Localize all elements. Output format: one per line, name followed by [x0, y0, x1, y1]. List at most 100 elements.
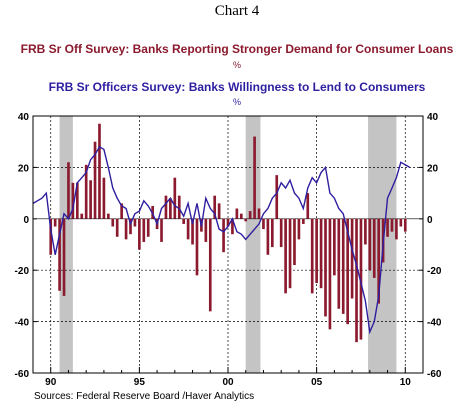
demand-bar: [53, 218, 57, 227]
series-title-demand: FRB Sr Off Survey: Banks Reporting Stron…: [20, 42, 454, 56]
demand-bar: [359, 218, 363, 340]
chart: -60 -40 -20 0 20 40 -60 -40 -20 0 20 40 90 95 00 05 10: [15, 112, 442, 388]
demand-bar: [302, 218, 305, 224]
demand-bar: [164, 195, 168, 219]
source-note: Sources: Federal Reserve Board /Haver An…: [34, 391, 255, 402]
demand-bar: [177, 195, 181, 219]
y-tick-label-right: 20: [427, 163, 439, 174]
page-title: Chart 4: [214, 3, 260, 19]
demand-bar: [395, 218, 398, 240]
x-tick-label: 10: [400, 377, 412, 388]
demand-bar: [169, 198, 172, 219]
y-tick-label-right: -60: [427, 369, 442, 380]
y-tick-label-left: 0: [23, 215, 29, 226]
demand-bar: [333, 218, 336, 276]
demand-bar: [235, 208, 239, 219]
y-axis-left: -60 -40 -20 0 20 40: [15, 112, 37, 380]
y-tick-label-right: 0: [427, 215, 433, 226]
demand-bar: [319, 218, 323, 289]
demand-bar: [364, 218, 367, 245]
demand-bar: [120, 203, 123, 219]
series-unit-willingness: %: [232, 97, 241, 107]
demand-bar: [328, 218, 332, 330]
y-tick-label-right: -40: [427, 318, 442, 329]
demand-bar: [98, 123, 101, 219]
x-tick-label: 05: [311, 377, 323, 388]
demand-bar: [293, 218, 296, 266]
demand-bar: [89, 180, 92, 219]
demand-bar: [297, 218, 301, 240]
y-tick-label-left: -60: [15, 369, 30, 380]
x-tick-label: 00: [222, 377, 234, 388]
demand-bar: [266, 218, 270, 255]
y-tick-label-right: 40: [427, 112, 439, 123]
demand-bar: [257, 208, 261, 219]
demand-bar: [111, 218, 115, 227]
demand-bar: [306, 193, 310, 219]
series-title-willingness: FRB Sr Officers Survey: Banks Willingnes…: [48, 80, 426, 94]
demand-bar: [129, 218, 132, 235]
demand-bar: [80, 213, 84, 219]
demand-bar: [315, 218, 318, 284]
demand-bar: [142, 218, 146, 242]
demand-bar: [58, 218, 61, 291]
demand-bar: [204, 218, 208, 242]
demand-bar: [288, 218, 292, 289]
demand-bar: [346, 218, 349, 325]
demand-bar: [217, 203, 221, 219]
y-tick-label-left: -20: [15, 266, 30, 277]
demand-bar: [324, 218, 327, 317]
y-tick-label-right: -20: [427, 266, 442, 277]
demand-bar: [84, 164, 88, 219]
demand-bar: [239, 213, 243, 219]
series-unit-demand: %: [232, 60, 241, 70]
demand-bar: [67, 162, 70, 219]
demand-bar: [253, 136, 256, 219]
demand-bar: [195, 218, 199, 276]
demand-bar: [226, 218, 230, 227]
demand-bar: [231, 218, 234, 235]
y-tick-label-left: 20: [18, 163, 30, 174]
demand-bar: [182, 218, 186, 224]
demand-bar: [115, 218, 119, 237]
willingness-line: [32, 145, 411, 335]
demand-bar: [93, 141, 97, 219]
demand-bar: [133, 218, 137, 227]
demand-bar: [372, 218, 376, 278]
x-tick-label: 90: [45, 377, 57, 388]
demand-bar: [248, 211, 252, 219]
demand-bar: [368, 218, 372, 271]
y-tick-label-left: -40: [15, 318, 30, 329]
demand-bar: [107, 213, 110, 219]
demand-bar: [403, 218, 407, 232]
demand-bar: [102, 177, 106, 219]
demand-bar: [62, 218, 66, 296]
demand-bar: [160, 218, 163, 242]
demand-bar: [244, 218, 248, 222]
demand-bar: [146, 218, 150, 237]
demand-bar: [350, 218, 354, 299]
demand-bar: [341, 218, 345, 314]
recession-band-1: [245, 116, 261, 373]
demand-bar: [222, 218, 225, 253]
demand-bar: [279, 218, 283, 248]
demand-bar: [390, 218, 394, 232]
demand-bar: [191, 218, 194, 245]
demand-bar: [213, 195, 217, 219]
demand-bar: [262, 218, 265, 230]
y-axis-right: -60 -40 -20 0 20 40: [419, 112, 442, 380]
demand-bar: [49, 218, 53, 255]
y-tick-label-left: 40: [18, 112, 30, 123]
demand-bar: [270, 218, 274, 248]
demand-bar: [355, 218, 358, 343]
demand-bar: [337, 218, 341, 309]
x-tick-label: 95: [134, 377, 146, 388]
x-axis: 90 95 00 05 10: [32, 367, 424, 388]
demand-bar: [186, 218, 190, 240]
demand-bar: [386, 218, 389, 237]
demand-bar: [124, 218, 128, 240]
demand-bar: [71, 182, 75, 219]
demand-bar: [138, 218, 141, 250]
demand-bar: [377, 218, 381, 304]
recession-band-0: [59, 116, 73, 373]
